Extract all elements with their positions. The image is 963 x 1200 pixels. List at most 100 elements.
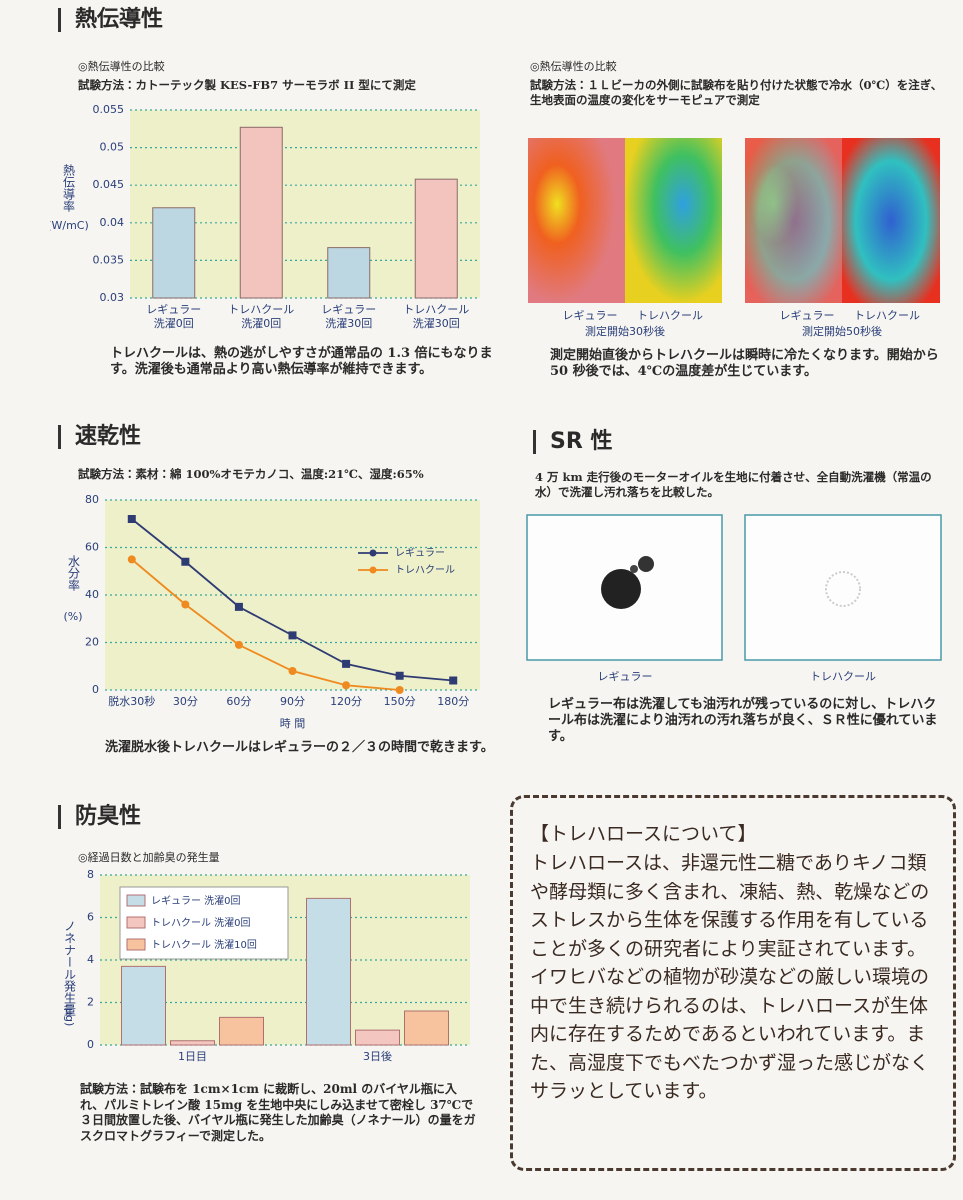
image-label: トレハクール xyxy=(637,309,703,322)
x-tick-label: 洗濯30回 xyxy=(413,317,460,330)
bar xyxy=(152,207,196,299)
bar xyxy=(404,1010,449,1046)
sr-images xyxy=(526,514,942,661)
image-label: レギュラー xyxy=(562,309,618,322)
image-label: 測定開始30秒後 xyxy=(585,325,665,338)
x-tick-label: レギュラー xyxy=(146,303,201,316)
point xyxy=(181,600,190,609)
chart: 0 2 4 6 8 ノネナール発生量(μg) 1日目 3日後 レギュラー 洗濯0回トレハクール … xyxy=(63,868,470,1063)
image-label: レギュラー xyxy=(779,309,835,322)
x-tick-label: 洗濯0回 xyxy=(154,317,194,330)
x-tick-label: 120分 xyxy=(330,695,362,708)
legend-label: レギュラー xyxy=(395,547,445,559)
x-tick-label: 脱水30秒 xyxy=(108,694,155,708)
x-tick-label: 150分 xyxy=(384,695,416,708)
y-tick-label: 0.045 xyxy=(93,178,125,191)
bar xyxy=(170,1040,215,1046)
legend-label: レギュラー 洗濯0回 xyxy=(151,894,241,907)
legend-marker xyxy=(369,566,377,574)
heading: 速乾性 xyxy=(58,425,141,449)
thermo-image xyxy=(842,138,940,303)
y-tick-label: 60 xyxy=(85,541,99,554)
point xyxy=(234,640,243,649)
method: 試験方法：１Ｌビーカの外側に試験布を貼り付けた状態で冷水（0℃）を注ぎ、生地表面… xyxy=(530,78,943,107)
point xyxy=(127,555,136,564)
y-axis-label: 水分率 xyxy=(67,555,81,591)
thermo-image xyxy=(625,138,722,303)
info-title: 【トレハロースについて】 xyxy=(530,823,757,845)
y-tick-label: 0.04 xyxy=(100,216,125,229)
plot-area xyxy=(105,500,480,690)
y-tick-label: 0.055 xyxy=(93,103,125,116)
heading: 防臭性 xyxy=(58,805,141,829)
image-label: トレハクール xyxy=(810,670,876,683)
legend-swatch xyxy=(126,938,146,951)
point xyxy=(234,602,243,611)
stain xyxy=(601,569,641,609)
y-tick-label: 8 xyxy=(87,868,94,881)
x-tick-label: トレハクール xyxy=(228,303,294,316)
y-tick-label: 0.035 xyxy=(93,253,125,266)
y-axis-unit: (W/mC) xyxy=(50,219,89,232)
legend-swatch xyxy=(126,894,146,907)
thermo-image xyxy=(745,138,842,303)
bar xyxy=(239,126,283,299)
legend-marker xyxy=(369,549,377,557)
legend-box xyxy=(119,886,289,960)
point xyxy=(288,631,297,640)
caption: トレハクールは、熱の逃がしやすさが通常品の 1.3 倍にもなります。洗濯後も通常… xyxy=(110,346,493,377)
y-tick-label: 4 xyxy=(87,953,94,966)
x-tick-label: 3日後 xyxy=(363,1049,392,1063)
bar xyxy=(219,1016,264,1046)
point xyxy=(449,676,458,685)
legend-label: トレハクール xyxy=(395,564,455,576)
stain xyxy=(630,565,638,573)
method: 試験方法：カトーテック製 KES-FB7 サーモラボ II 型にて測定 xyxy=(78,78,416,92)
bar xyxy=(327,247,371,299)
x-tick-label: 1日目 xyxy=(178,1050,207,1063)
x-tick-label: 洗濯0回 xyxy=(241,317,281,330)
point xyxy=(395,671,404,680)
heading: 熱伝導性 xyxy=(58,8,163,32)
x-tick-label: 30分 xyxy=(173,695,198,708)
chart: 0.03 0.035 0.04 0.045 0.05 0.055 熱伝導率 (W/mC) レギュ… xyxy=(50,103,480,330)
text: 4 万 km 走行後のモーターオイルを生地に付着させ、全自動洗濯機（常温の水）で… xyxy=(535,470,932,499)
caption: 洗濯脱水後トレハクールはレギュラーの２／３の時間で乾きます。 xyxy=(105,740,494,755)
subtitle: ◎経過日数と加齢臭の発生量 xyxy=(78,851,220,864)
point xyxy=(181,557,190,566)
image-label: レギュラー xyxy=(597,670,653,683)
x-tick-label: レギュラー xyxy=(321,303,376,316)
y-tick-label: 6 xyxy=(87,911,94,924)
x-tick-label: 180分 xyxy=(437,695,469,708)
point xyxy=(127,515,136,523)
line xyxy=(131,558,400,691)
bar xyxy=(414,178,458,299)
y-axis-label: 熱伝導率 xyxy=(62,164,76,212)
subtitle: ◎熱伝導性の比較 xyxy=(530,60,617,73)
y-axis-label: ノネナール発生量 xyxy=(63,920,77,1016)
y-tick-label: 40 xyxy=(85,588,99,601)
y-tick-label: 0.03 xyxy=(100,291,125,304)
y-axis-unit: (%) xyxy=(63,610,82,623)
thermo-images xyxy=(528,138,940,303)
legend-label: トレハクール 洗濯10回 xyxy=(151,938,257,951)
caption: レギュラー布は洗濯しても油汚れが残っているのに対し、トレハクール布は洗濯により油… xyxy=(548,697,938,744)
x-tick-label: 洗濯30回 xyxy=(325,317,372,330)
bar xyxy=(306,897,351,1046)
stain xyxy=(638,556,654,572)
thermo-image xyxy=(528,138,625,303)
point xyxy=(288,667,297,675)
image-label: 測定開始50秒後 xyxy=(802,325,882,338)
legend-swatch xyxy=(126,916,146,929)
point xyxy=(342,681,351,690)
y-tick-label: 20 xyxy=(85,636,99,649)
subtitle: ◎熱伝導性の比較 xyxy=(78,60,165,73)
heading: SR 性 xyxy=(533,430,612,454)
y-tick-label: 0.05 xyxy=(100,141,125,154)
point xyxy=(395,686,404,694)
method: 試験方法：素材：綿 100%オモテカノコ、温度:21℃、湿度:65% xyxy=(78,467,424,481)
bar xyxy=(355,1029,400,1046)
x-tick-label: 90分 xyxy=(280,695,305,708)
caption: 試験方法：試験布を 1cm×1cm に裁断し、20ml のバイヤル瓶に入れ、パル… xyxy=(80,1082,476,1143)
